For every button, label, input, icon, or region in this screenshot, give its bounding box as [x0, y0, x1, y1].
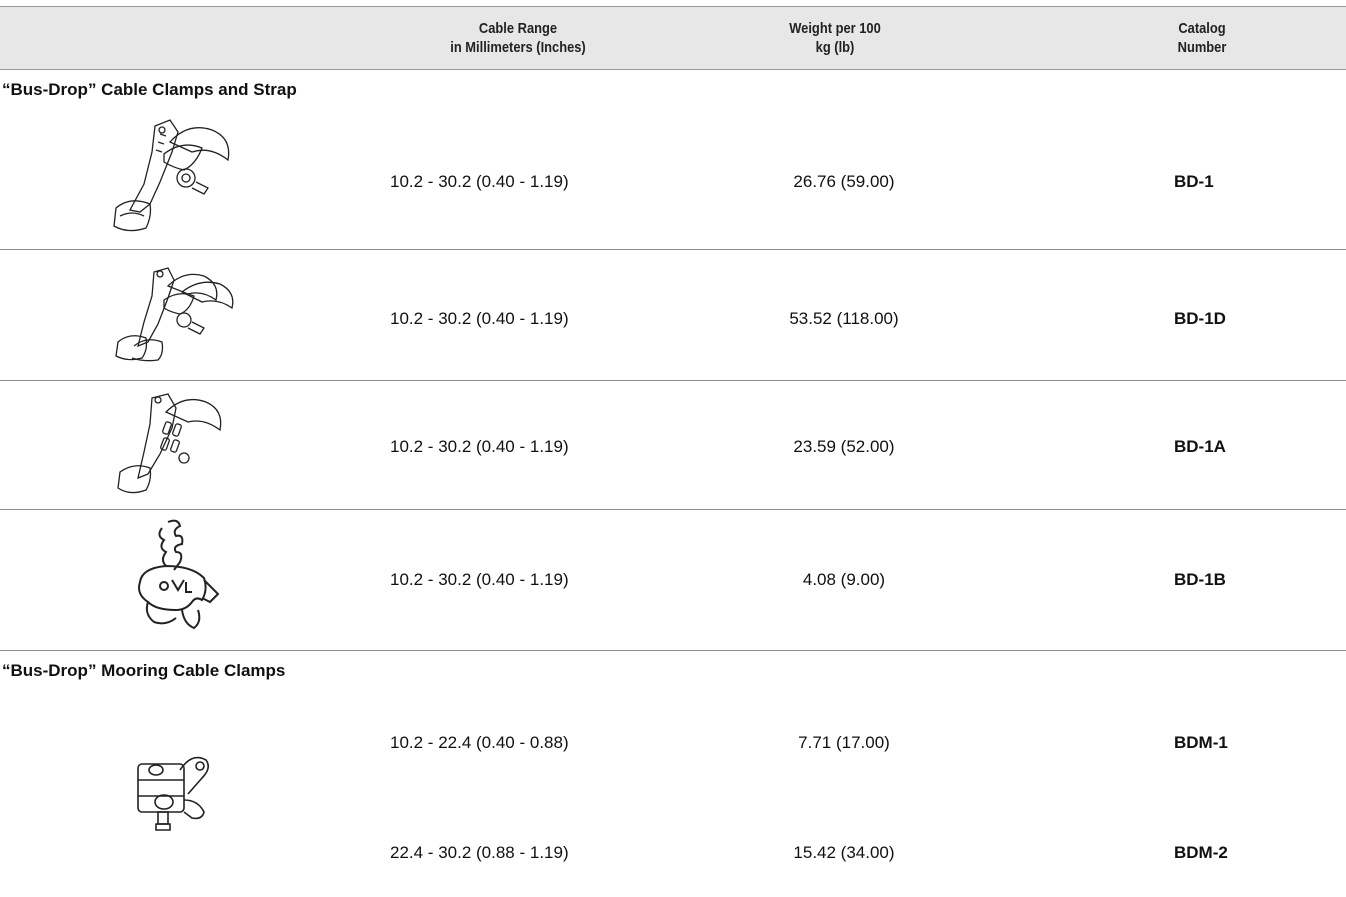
section-title-mooring-clamps: “Bus-Drop” Mooring Cable Clamps [2, 661, 286, 680]
row-divider [0, 249, 1346, 250]
bd-1d-double-clamp-icon [110, 262, 240, 362]
weight-cell: 23.59 (52.00) [793, 437, 895, 456]
range-cell: 10.2 - 22.4 (0.40 - 0.88) [390, 733, 569, 752]
header-cable-range: Cable Range in Millimeters (Inches) [450, 20, 586, 56]
header-catalog-number: Catalog Number [1177, 20, 1227, 56]
catalog-number-cell: BD-1B [1174, 570, 1226, 589]
range-cell: 10.2 - 30.2 (0.40 - 1.19) [390, 309, 569, 328]
range-cell: 10.2 - 30.2 (0.40 - 1.19) [390, 570, 569, 589]
bd-1-clamp-icon [100, 112, 250, 234]
row-divider [0, 509, 1346, 510]
catalog-number-cell: BD-1D [1174, 309, 1226, 328]
range-cell: 10.2 - 30.2 (0.40 - 1.19) [390, 437, 569, 456]
weight-cell: 4.08 (9.00) [802, 570, 886, 589]
weight-cell: 7.71 (17.00) [798, 733, 890, 752]
bd-1a-clamp-icon [108, 388, 238, 498]
bdm-mooring-clamp-icon [130, 750, 220, 840]
catalog-number-cell: BD-1 [1174, 172, 1214, 191]
table-header: Cable Range in Millimeters (Inches) Weig… [0, 6, 1346, 70]
range-cell: 10.2 - 30.2 (0.40 - 1.19) [390, 172, 569, 191]
weight-cell: 53.52 (118.00) [789, 309, 899, 328]
section-title-cable-clamps: “Bus-Drop” Cable Clamps and Strap [2, 80, 297, 99]
row-divider [0, 380, 1346, 381]
header-weight: Weight per 100 kg (lb) [789, 20, 881, 56]
catalog-number-cell: BD-1A [1174, 437, 1226, 456]
range-cell: 22.4 - 30.2 (0.88 - 1.19) [390, 843, 569, 862]
weight-cell: 15.42 (34.00) [793, 843, 895, 862]
bd-1b-strap-icon [126, 518, 230, 638]
weight-cell: 26.76 (59.00) [793, 172, 895, 191]
row-divider [0, 650, 1346, 651]
catalog-number-cell: BDM-1 [1174, 733, 1228, 752]
catalog-number-cell: BDM-2 [1174, 843, 1228, 862]
